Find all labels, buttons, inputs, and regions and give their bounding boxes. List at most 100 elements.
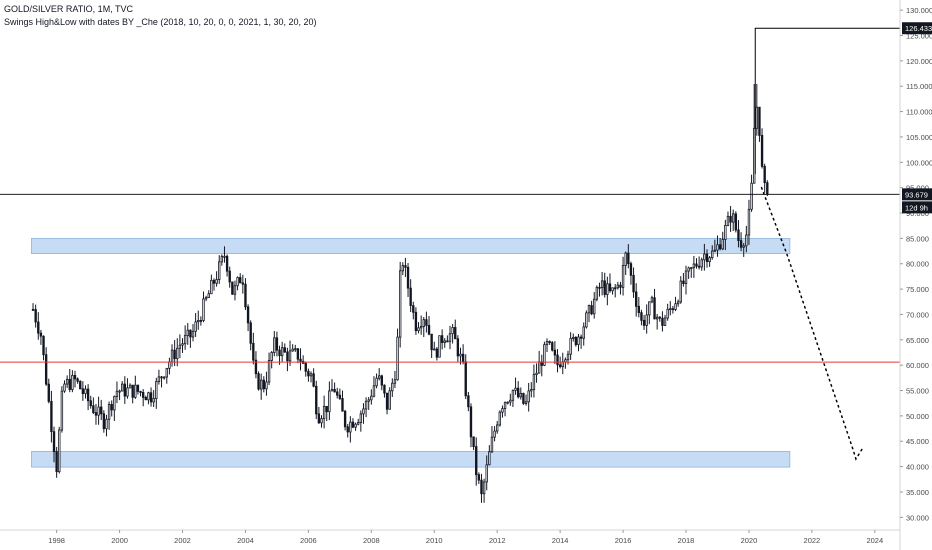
x-tick-label: 2006 — [300, 536, 317, 545]
candle-body — [632, 274, 635, 293]
candle-body — [679, 280, 682, 303]
candle-body — [614, 287, 617, 290]
candle-body — [126, 387, 129, 397]
x-tick-label: 2008 — [363, 536, 380, 545]
candle-body — [210, 279, 213, 295]
candle-body — [118, 390, 121, 393]
candle-body — [553, 349, 557, 356]
y-tick-label: 65.000 — [906, 336, 929, 345]
candle-body — [503, 402, 507, 410]
candle-body — [34, 309, 37, 323]
candle-body — [650, 297, 654, 303]
candle-body — [60, 390, 64, 431]
candle-body — [732, 213, 735, 223]
candle-body — [317, 413, 321, 424]
candle-body — [76, 378, 79, 382]
candle-body — [162, 376, 166, 379]
candle-body — [385, 392, 389, 410]
y-tick-label: 130.000 — [906, 6, 932, 15]
candle-body — [705, 253, 709, 262]
candle-body — [218, 261, 221, 280]
candle-body — [241, 282, 245, 285]
projection-path — [760, 186, 863, 461]
candle-body — [438, 335, 441, 358]
candle-body — [330, 388, 334, 392]
candle-body — [593, 298, 596, 315]
candle-body — [312, 373, 315, 387]
candle-body — [488, 451, 491, 466]
last-price-tag-bg — [902, 188, 932, 201]
candle-body — [212, 279, 216, 284]
candle-body — [516, 387, 520, 398]
indicator-label: Swings High&Low with dates BY _Che (2018… — [4, 17, 317, 27]
candle-body — [254, 359, 258, 375]
candle-body — [551, 342, 554, 351]
candle-body — [94, 412, 98, 416]
candle-body — [729, 215, 732, 223]
candle-body — [708, 257, 711, 262]
candle-body — [102, 413, 106, 430]
candle-body — [718, 244, 722, 250]
candle-body — [228, 270, 231, 283]
candle-body — [682, 280, 685, 284]
candle-body — [496, 424, 499, 432]
candle-body — [328, 390, 331, 413]
candle-body — [653, 297, 656, 320]
candle-body — [283, 347, 286, 353]
candle-body — [401, 265, 404, 272]
candle-body — [569, 337, 572, 355]
candle-body — [409, 287, 412, 307]
candle-body — [598, 286, 601, 289]
candle-body — [467, 395, 470, 408]
candle-body — [427, 325, 431, 335]
candle-body — [149, 392, 153, 403]
candle-body — [760, 134, 764, 167]
candle-body — [50, 400, 53, 433]
candle-body — [545, 341, 549, 346]
candle-body — [464, 361, 467, 397]
candle-body — [524, 401, 528, 404]
candle-body — [351, 421, 355, 428]
x-tick-label: 2018 — [678, 536, 695, 545]
candle-body — [375, 377, 378, 387]
candle-body — [202, 298, 205, 321]
candle-body — [233, 285, 237, 295]
candle-body — [265, 381, 268, 390]
candle-body — [755, 106, 759, 129]
candle-body — [105, 418, 108, 430]
candle-body — [55, 451, 58, 473]
candle-body — [280, 347, 284, 357]
candle-body — [621, 265, 625, 288]
candle-body — [406, 266, 410, 289]
candle-body — [273, 337, 276, 353]
candle-body — [637, 305, 640, 314]
candle-body — [398, 270, 402, 338]
candle-body — [65, 378, 69, 385]
candle-body — [58, 429, 61, 473]
candlestick-series — [31, 84, 769, 503]
candle-body — [325, 405, 328, 413]
candle-body — [294, 348, 297, 351]
candle-body — [564, 359, 567, 363]
candle-body — [671, 308, 675, 311]
candle-body — [697, 265, 701, 268]
candle-body — [128, 384, 132, 389]
candle-body — [737, 229, 740, 241]
candle-body — [472, 436, 475, 448]
candle-body — [629, 263, 633, 276]
candle-body — [121, 383, 124, 392]
candle-body — [624, 252, 627, 266]
candle-body — [579, 336, 583, 339]
time-axis: 1998 2000 2002 2004 2006 2008 2010 2012 2014 2016… — [0, 529, 900, 545]
candle-body — [480, 479, 483, 495]
candle-body — [115, 390, 119, 397]
candle-body — [745, 234, 748, 247]
candle-body — [160, 376, 163, 379]
y-tick-label: 110.000 — [906, 108, 932, 117]
candle-body — [763, 165, 766, 184]
candle-body — [404, 265, 407, 268]
candle-body — [454, 327, 457, 340]
candle-body — [338, 394, 342, 399]
candle-body — [666, 308, 669, 319]
